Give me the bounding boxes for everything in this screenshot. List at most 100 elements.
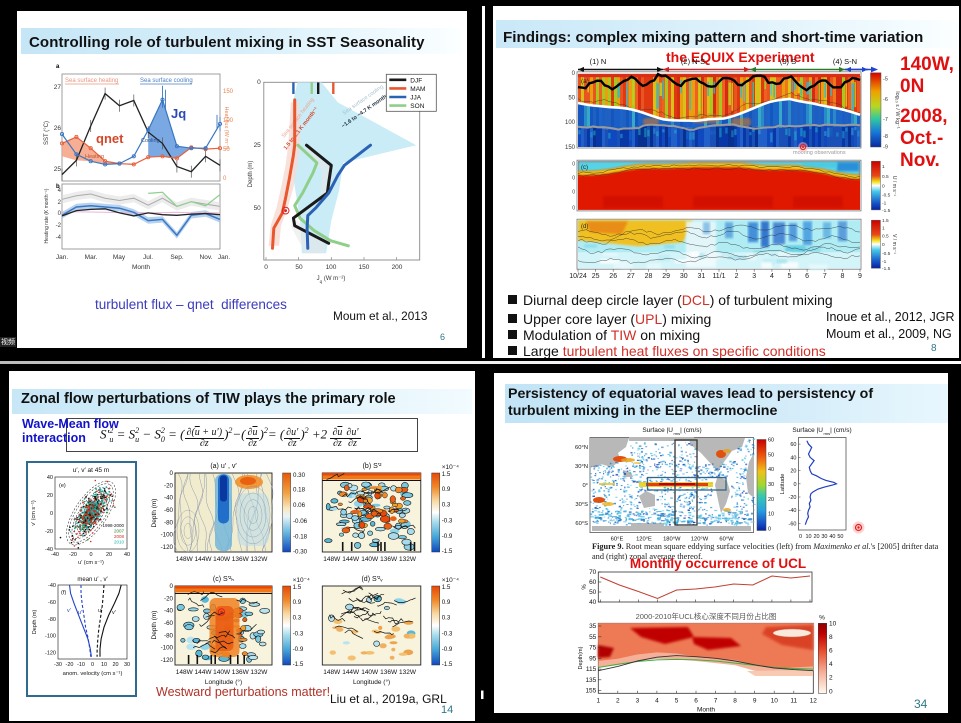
svg-text:35: 35 bbox=[589, 623, 597, 630]
svg-text:0: 0 bbox=[799, 534, 802, 540]
svg-text:1: 1 bbox=[596, 697, 600, 704]
svg-text:u′ (cm s⁻¹): u′ (cm s⁻¹) bbox=[78, 560, 104, 566]
svg-text:2: 2 bbox=[616, 697, 620, 704]
svg-text:DJF: DJF bbox=[410, 77, 422, 84]
svg-text:b: b bbox=[56, 184, 60, 190]
svg-text:1.5: 1.5 bbox=[882, 218, 889, 224]
svg-text:anom. velocity (cm s⁻¹): anom. velocity (cm s⁻¹) bbox=[63, 671, 123, 677]
svg-text:Jq: Jq bbox=[171, 106, 186, 121]
svg-text:2007: 2007 bbox=[114, 529, 125, 534]
svg-text:60°E: 60°E bbox=[611, 537, 624, 543]
svg-text:136W: 136W bbox=[380, 556, 398, 563]
svg-text:75: 75 bbox=[589, 645, 597, 652]
svg-text:136W: 136W bbox=[232, 556, 250, 563]
svg-text:0: 0 bbox=[223, 176, 227, 182]
svg-text:-8: -8 bbox=[883, 134, 888, 140]
svg-text:0: 0 bbox=[170, 583, 174, 590]
svg-text:SST (°C): SST (°C) bbox=[44, 121, 50, 145]
svg-text:115: 115 bbox=[586, 666, 597, 673]
svg-text:-4: -4 bbox=[56, 235, 62, 241]
svg-text:(1) N: (1) N bbox=[590, 57, 607, 66]
svg-text:(a) u′ , v′: (a) u′ , v′ bbox=[210, 463, 237, 470]
svg-text:25: 25 bbox=[254, 142, 262, 149]
svg-text:-10: -10 bbox=[77, 662, 85, 668]
svg-text:SON: SON bbox=[410, 103, 424, 110]
svg-text:26: 26 bbox=[54, 125, 62, 132]
svg-text:8: 8 bbox=[733, 697, 737, 704]
svg-text:12: 12 bbox=[810, 697, 818, 704]
svg-text:-40: -40 bbox=[789, 508, 797, 514]
svg-text:0: 0 bbox=[58, 211, 62, 217]
svg-text:30°S: 30°S bbox=[575, 502, 588, 508]
svg-text:Cooling: Cooling bbox=[141, 138, 160, 144]
svg-text:5: 5 bbox=[675, 697, 679, 704]
svg-text:0.9: 0.9 bbox=[442, 486, 451, 493]
svg-text:140W: 140W bbox=[361, 669, 379, 676]
svg-text:0: 0 bbox=[829, 688, 833, 695]
svg-text:0.06: 0.06 bbox=[293, 502, 306, 509]
svg-text:1.5: 1.5 bbox=[442, 584, 451, 591]
svg-text:Sep.: Sep. bbox=[170, 254, 184, 261]
svg-text:136W: 136W bbox=[232, 669, 250, 676]
svg-text:0: 0 bbox=[882, 242, 885, 248]
svg-text:-2: -2 bbox=[56, 223, 62, 229]
svg-text:9: 9 bbox=[858, 273, 862, 280]
svg-text:×10⁻⁴: ×10⁻⁴ bbox=[442, 464, 459, 471]
svg-text:Heat flux (W m⁻²): Heat flux (W m⁻²) bbox=[223, 107, 229, 150]
svg-text:0.5: 0.5 bbox=[882, 174, 889, 180]
svg-text:log₁₀ ε / W kg⁻¹: log₁₀ ε / W kg⁻¹ bbox=[894, 91, 900, 128]
svg-text:40: 40 bbox=[124, 552, 130, 558]
svg-text:0: 0 bbox=[572, 162, 575, 168]
svg-text:8: 8 bbox=[829, 634, 833, 641]
svg-text:4: 4 bbox=[770, 273, 774, 280]
svg-text:60°N: 60°N bbox=[575, 445, 588, 451]
svg-text:Mar.: Mar. bbox=[85, 254, 98, 261]
svg-text:7: 7 bbox=[823, 273, 827, 280]
svg-text:Depth (m): Depth (m) bbox=[151, 611, 158, 640]
svg-text:-0.9: -0.9 bbox=[442, 646, 453, 653]
svg-text:Depth(m): Depth(m) bbox=[578, 646, 584, 669]
svg-text:11: 11 bbox=[790, 697, 797, 704]
svg-text:Sea surface heating: Sea surface heating bbox=[65, 78, 118, 84]
svg-text:4: 4 bbox=[829, 661, 833, 668]
svg-text:60: 60 bbox=[790, 442, 796, 448]
svg-text:10: 10 bbox=[829, 620, 837, 627]
svg-text:1.5: 1.5 bbox=[293, 584, 302, 591]
svg-text:140W: 140W bbox=[361, 556, 379, 563]
svg-text:-40: -40 bbox=[51, 552, 59, 558]
svg-text:U / m s⁻¹: U / m s⁻¹ bbox=[891, 176, 897, 196]
svg-text:Longitude (°): Longitude (°) bbox=[205, 678, 242, 686]
svg-text:6: 6 bbox=[829, 648, 833, 655]
svg-text:2: 2 bbox=[58, 200, 62, 206]
svg-text:Month: Month bbox=[697, 706, 715, 713]
svg-text:20: 20 bbox=[790, 469, 796, 475]
svg-text:150: 150 bbox=[223, 89, 234, 95]
svg-text:-20: -20 bbox=[45, 529, 53, 535]
svg-text:May: May bbox=[113, 254, 126, 261]
svg-text:V / m s⁻¹: V / m s⁻¹ bbox=[891, 234, 897, 254]
svg-text:0: 0 bbox=[572, 175, 575, 181]
svg-text:-1.5: -1.5 bbox=[442, 548, 453, 555]
svg-text:150: 150 bbox=[565, 145, 576, 151]
svg-text:30°N: 30°N bbox=[575, 464, 588, 470]
svg-text:20: 20 bbox=[47, 493, 53, 499]
svg-text:200: 200 bbox=[392, 264, 403, 271]
svg-text:11/1: 11/1 bbox=[712, 273, 725, 280]
svg-text:70: 70 bbox=[589, 569, 597, 576]
svg-text:-0.06: -0.06 bbox=[293, 518, 308, 525]
svg-text:10: 10 bbox=[768, 512, 774, 518]
svg-text:60°S: 60°S bbox=[575, 521, 588, 527]
svg-text:-20: -20 bbox=[66, 662, 74, 668]
svg-text:0.9: 0.9 bbox=[293, 599, 302, 606]
svg-text:v′: v′ bbox=[67, 608, 71, 614]
svg-text:0.5: 0.5 bbox=[882, 234, 889, 240]
svg-text:40: 40 bbox=[829, 534, 835, 540]
svg-text:1: 1 bbox=[882, 225, 885, 231]
svg-text:-20: -20 bbox=[69, 552, 77, 558]
svg-text:27: 27 bbox=[54, 84, 62, 91]
svg-text:20: 20 bbox=[768, 497, 774, 503]
svg-text:(c) S′²ₕ: (c) S′²ₕ bbox=[213, 576, 234, 583]
svg-text:10: 10 bbox=[101, 662, 107, 668]
svg-text:60: 60 bbox=[589, 579, 597, 586]
svg-text:25: 25 bbox=[592, 273, 600, 280]
